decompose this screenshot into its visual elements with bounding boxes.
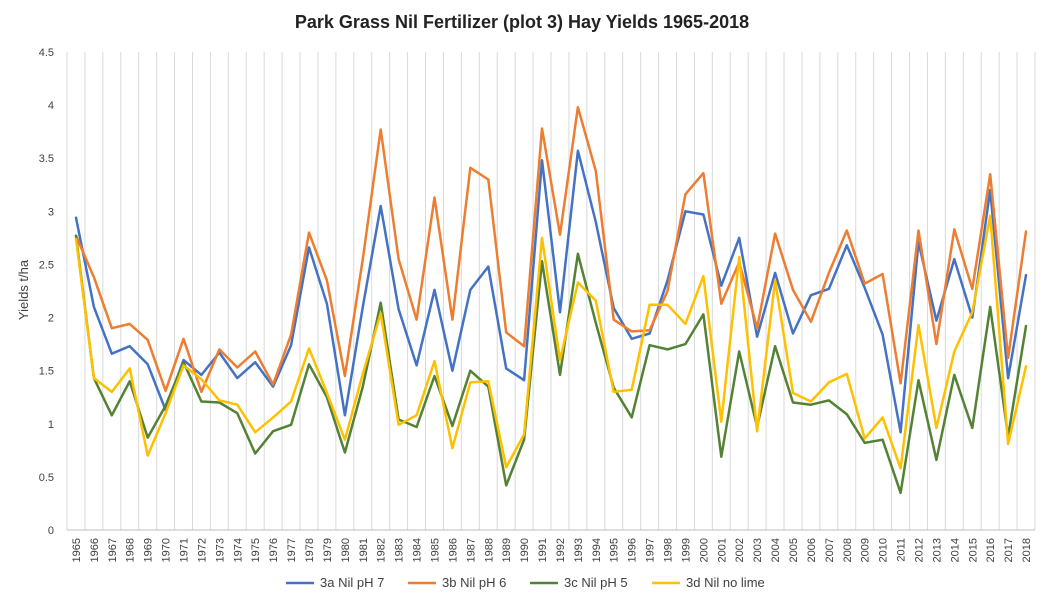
legend-item: 3b Nil pH 6 <box>408 575 506 590</box>
x-tick-label: 1972 <box>196 538 208 562</box>
x-tick-label: 2008 <box>842 538 854 562</box>
y-axis-title: Yields t/ha <box>16 259 31 320</box>
legend-label: 3a Nil pH 7 <box>320 575 384 590</box>
x-tick-label: 1985 <box>429 538 441 562</box>
chart-title: Park Grass Nil Fertilizer (plot 3) Hay Y… <box>295 12 749 32</box>
x-tick-label: 1996 <box>627 538 639 562</box>
x-tick-label: 1984 <box>412 538 424 562</box>
x-tick-label: 2005 <box>788 538 800 562</box>
x-tick-label: 1975 <box>250 538 262 562</box>
y-tick-label: 2.5 <box>39 259 54 271</box>
x-tick-label: 1970 <box>161 538 173 562</box>
x-tick-label: 1993 <box>573 538 585 562</box>
y-tick-label: 0 <box>48 525 54 537</box>
x-tick-label: 1994 <box>591 538 603 562</box>
x-tick-label: 1998 <box>663 538 675 562</box>
x-tick-label: 2017 <box>1003 538 1015 562</box>
x-tick-label: 1974 <box>232 538 244 562</box>
series-line <box>74 105 1028 394</box>
x-tick-label: 1976 <box>268 538 280 562</box>
x-tick-label: 1999 <box>680 538 692 562</box>
legend-label: 3b Nil pH 6 <box>442 575 506 590</box>
x-tick-label: 1988 <box>483 538 495 562</box>
x-tick-label: 2015 <box>967 538 979 562</box>
series-line <box>74 214 1028 470</box>
x-tick-label: 2018 <box>1021 538 1033 562</box>
axes: 0 0.5 1 1.5 2 2.5 3 3.5 4 4.5 1965 1966 1967 1968 1969… <box>39 47 1035 562</box>
legend-item: 3d Nil no lime <box>652 575 765 590</box>
x-tick-label: 2007 <box>824 538 836 562</box>
x-tick-label: 1971 <box>179 538 191 562</box>
x-tick-label: 1977 <box>286 538 298 562</box>
x-tick-label: 1979 <box>322 538 334 562</box>
y-tick-label: 2 <box>48 313 54 325</box>
x-tick-label: 1986 <box>447 538 459 562</box>
series-line <box>74 234 1028 495</box>
x-tick-label: 2009 <box>860 538 872 562</box>
x-tick-label: 2010 <box>878 538 890 562</box>
x-tick-label: 1982 <box>376 538 388 562</box>
x-tick-label: 1997 <box>645 538 657 562</box>
x-tick-label: 2002 <box>734 538 746 562</box>
x-tick-label: 1990 <box>519 538 531 562</box>
x-tick-label: 2013 <box>931 538 943 562</box>
x-tick-label: 1978 <box>304 538 316 562</box>
legend-label: 3d Nil no lime <box>686 575 765 590</box>
x-tick-label: 1967 <box>107 538 119 562</box>
x-tick-label: 2004 <box>770 538 782 562</box>
legend: 3a Nil pH 7 3b Nil pH 6 3c Nil pH 5 3d Nil … <box>286 575 765 590</box>
x-tick-label: 1969 <box>143 538 155 562</box>
y-tick-label: 4 <box>48 100 54 112</box>
x-tick-label: 2006 <box>806 538 818 562</box>
y-tick-label: 0.5 <box>39 472 54 484</box>
y-tick-label: 3 <box>48 206 54 218</box>
series-lines <box>74 105 1028 495</box>
x-tick-label: 1987 <box>465 538 477 562</box>
x-tick-label: 1989 <box>501 538 513 562</box>
x-tick-label: 1965 <box>71 538 83 562</box>
x-tick-label: 1992 <box>555 538 567 562</box>
x-tick-label: 1980 <box>340 538 352 562</box>
x-tick-label: 1983 <box>394 538 406 562</box>
y-tick-label: 3.5 <box>39 153 54 165</box>
x-tick-label: 2011 <box>896 538 908 562</box>
x-tick-label: 1991 <box>537 538 549 562</box>
x-tick-label: 2003 <box>752 538 764 562</box>
grid-lines <box>66 52 1036 530</box>
y-tick-label: 4.5 <box>39 47 54 59</box>
y-tick-label: 1.5 <box>39 366 54 378</box>
legend-item: 3a Nil pH 7 <box>286 575 384 590</box>
legend-label: 3c Nil pH 5 <box>564 575 628 590</box>
x-tick-label: 2014 <box>949 538 961 562</box>
legend-item: 3c Nil pH 5 <box>530 575 628 590</box>
x-tick-label: 2012 <box>913 538 925 562</box>
x-tick-label: 1968 <box>125 538 137 562</box>
y-tick-label: 1 <box>48 419 54 431</box>
x-tick-label: 1981 <box>358 538 370 562</box>
x-tick-label: 2000 <box>698 538 710 562</box>
x-tick-label: 2001 <box>716 538 728 562</box>
series-line <box>74 149 1028 434</box>
x-tick-label: 1973 <box>214 538 226 562</box>
x-tick-label: 1995 <box>609 538 621 562</box>
x-tick-label: 1966 <box>89 538 101 562</box>
x-tick-label: 2016 <box>985 538 997 562</box>
